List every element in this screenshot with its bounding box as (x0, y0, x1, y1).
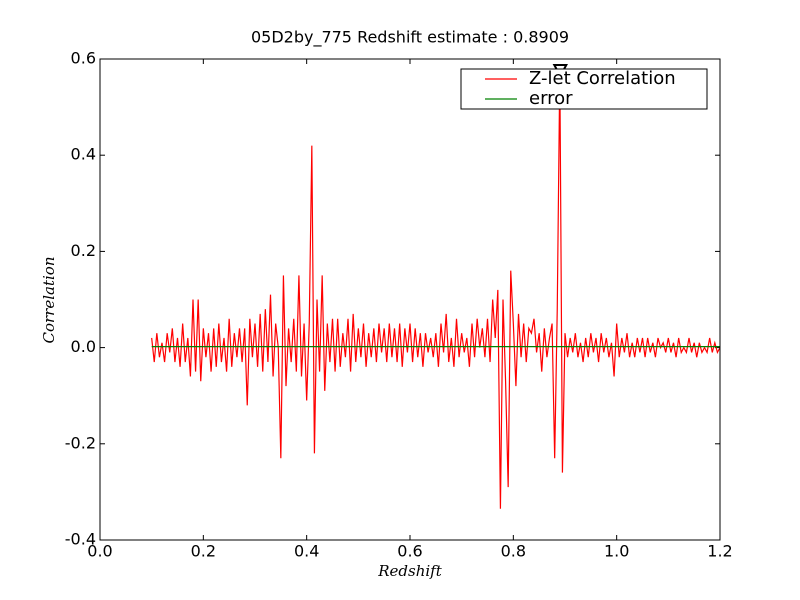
x-tick-label: 0.6 (397, 542, 422, 561)
y-tick-label: 0.0 (71, 337, 96, 356)
y-tick-label: 0.2 (71, 241, 96, 260)
plot-frame (99, 58, 721, 541)
chart-title: 05D2by_775 Redshift estimate : 0.8909 (251, 28, 569, 48)
x-tick-label: 0.4 (294, 542, 319, 561)
x-tick-label: 0.0 (87, 542, 112, 561)
x-tick-label: 1.0 (604, 542, 629, 561)
x-tick-label: 0.2 (191, 542, 216, 561)
x-axis-label: Redshift (377, 562, 442, 580)
y-tick-label: 0.4 (71, 145, 96, 164)
y-axis-label: Correlation (40, 257, 58, 344)
y-tick-label: 0.6 (71, 49, 96, 68)
legend-label: Z-let Correlation (529, 68, 676, 89)
series-line (151, 68, 721, 509)
x-tick-label: 0.8 (501, 542, 526, 561)
legend-box (460, 68, 708, 110)
x-tick-label: 1.2 (707, 542, 732, 561)
y-tick-label: -0.4 (65, 530, 96, 549)
legend-label: error (529, 88, 573, 109)
y-tick-label: -0.2 (65, 433, 96, 452)
